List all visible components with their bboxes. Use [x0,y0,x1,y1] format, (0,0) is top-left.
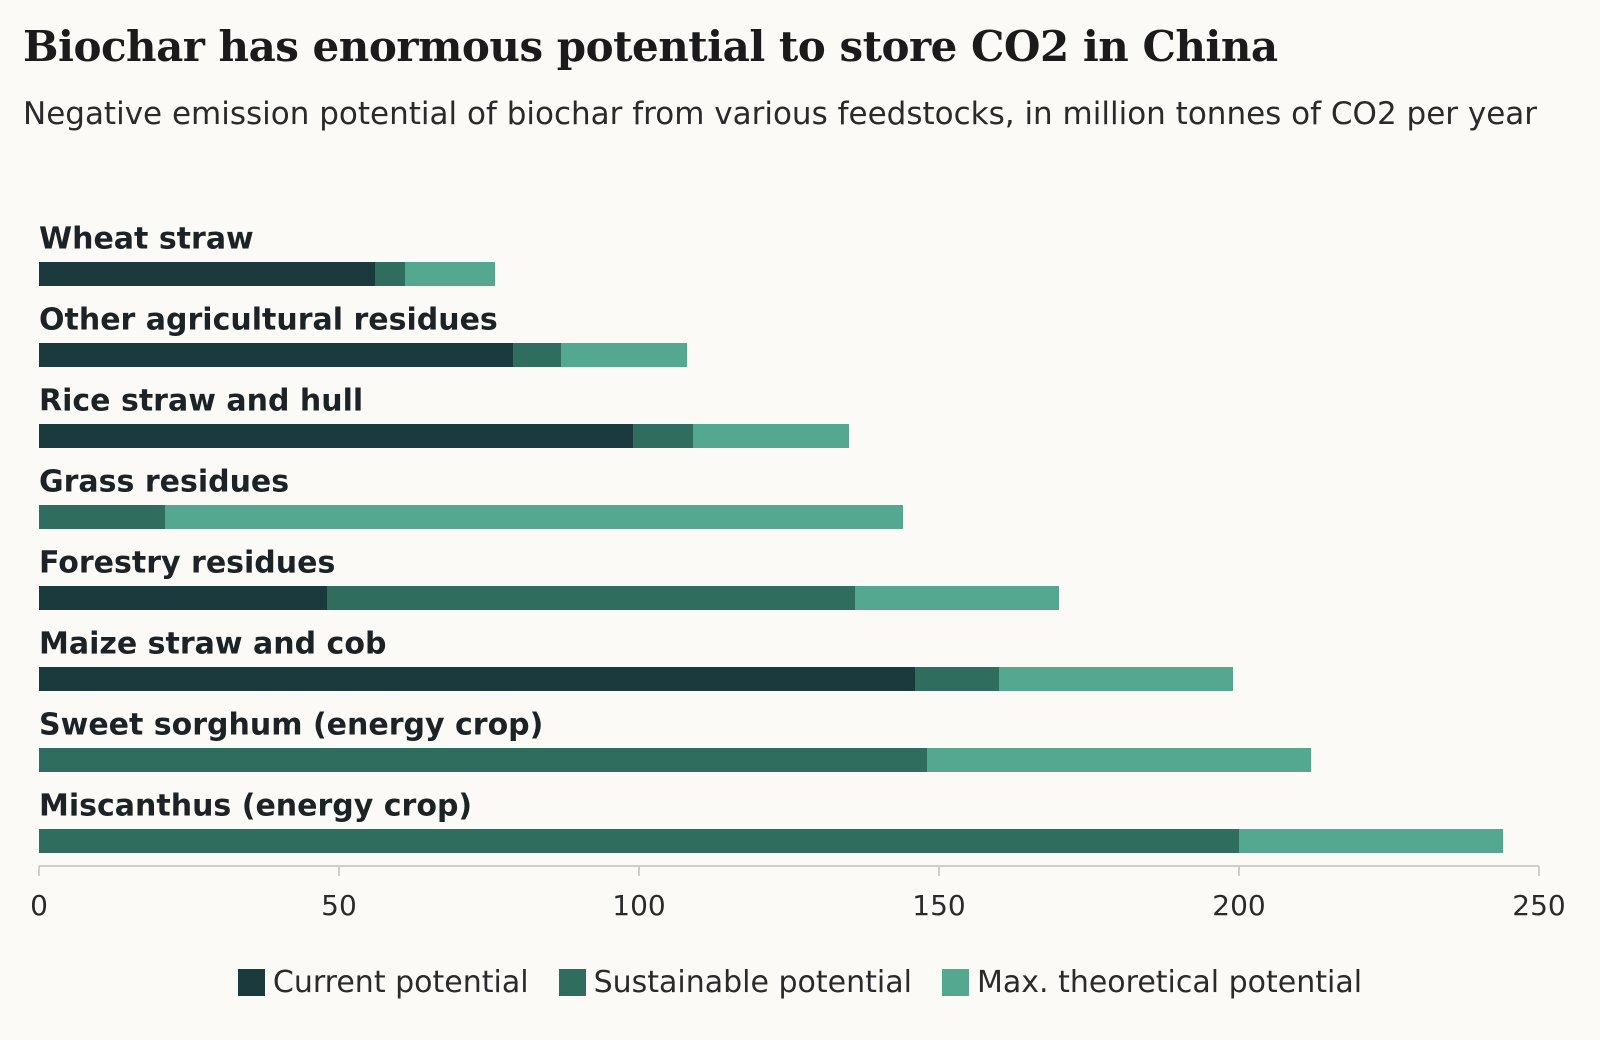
category-label: Other agricultural residues [39,303,498,338]
bar-segment [927,748,1311,772]
legend: Current potential Sustainable potential Ma… [0,965,1600,1000]
bar-segment [39,667,915,691]
chart-subtitle: Negative emission potential of biochar f… [23,96,1538,132]
x-tick-label: 0 [30,889,48,922]
chart-title: Biochar has enormous potential to store … [23,22,1278,71]
x-tick-label: 200 [1212,889,1265,922]
bar-segment [39,748,927,772]
bar-segment [39,586,327,610]
bar-segment [39,343,513,367]
bar-segment [165,505,903,529]
category-label: Miscanthus (energy crop) [39,789,472,824]
bar-segment [39,424,633,448]
x-tick-label: 100 [612,889,665,922]
legend-item: Sustainable potential [558,965,912,1000]
category-label: Wheat straw [39,222,254,257]
bar-segment [39,829,1239,853]
legend-item: Current potential [237,965,529,1000]
legend-swatch [237,969,265,996]
legend-label: Current potential [272,965,529,1000]
category-label: Sweet sorghum (energy crop) [39,708,543,743]
legend-item: Max. theoretical potential [941,965,1363,1000]
bar-segment [633,424,693,448]
bar-segment [855,586,1059,610]
x-tick-label: 250 [1512,889,1565,922]
bar-segment [375,262,405,286]
bar-segment [327,586,855,610]
category-label: Rice straw and hull [39,384,363,419]
x-tick-label: 150 [912,889,965,922]
legend-label: Sustainable potential [593,965,912,1000]
x-tick-label: 50 [321,889,357,922]
bar-segment [915,667,999,691]
category-label: Forestry residues [39,546,335,581]
bar-segment [693,424,849,448]
bar-segment [39,262,375,286]
legend-label: Max. theoretical potential [976,965,1363,1000]
bar-segment [405,262,495,286]
bar-segment [999,667,1233,691]
bar-segment [513,343,561,367]
category-label: Grass residues [39,465,289,500]
category-label: Maize straw and cob [39,627,386,662]
legend-swatch [941,969,969,996]
bar-segment [39,505,165,529]
bar-segment [561,343,687,367]
legend-swatch [558,969,586,996]
bar-segment [1239,829,1503,853]
